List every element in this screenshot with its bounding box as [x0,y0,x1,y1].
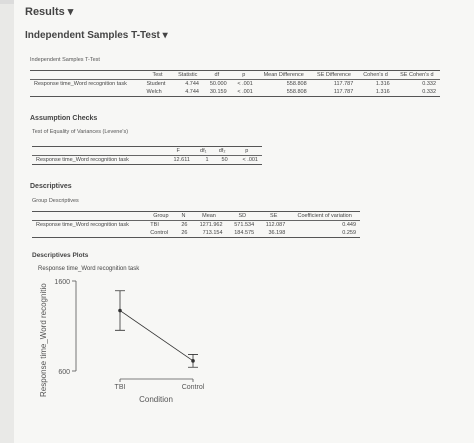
cell: 713.154 [202,230,223,236]
cell: 4.744 [185,81,199,87]
cell: Control [150,230,169,236]
variable-cell: Response time_Word recognition task [34,81,127,87]
y-tick-label: 1600 [54,279,70,286]
cell: 50 [221,157,228,163]
plot-title: Descriptives Plots [32,252,89,259]
header-cell: F [162,146,194,156]
cell: Welch [146,89,162,95]
header-cell: SD [226,211,259,221]
header-cell: Group [146,211,176,221]
y-tick-label: 600 [58,369,70,376]
caption: Test of Equality of Variances (Levene's) [32,129,129,135]
cell: 558.808 [286,81,307,87]
header-cell: N [175,211,192,221]
cell: 117.787 [333,81,354,87]
descriptives-table: Group N Mean SD SE Coefficient of variation Re… [32,211,360,238]
header-cell: SE Cohen's d [393,70,440,80]
y-label: Response time_Word recognitio [39,283,48,397]
cell: 12.611 [173,157,190,163]
cell: 0.332 [422,89,436,95]
line [119,310,194,362]
cell: 558.808 [286,89,307,95]
cell: 4.744 [185,89,199,95]
row: Response time_Word recognition task 12.61… [32,156,262,165]
results-title[interactable]: Results ▾ [25,6,74,18]
header-cell: Mean [191,211,227,221]
header-cell: Mean Difference [256,70,311,80]
row: Response time_Word recognition task Stude… [30,80,440,89]
cell: Student [146,81,166,87]
header-cell: p [231,146,262,156]
cell: 0.259 [342,230,356,236]
header-cell [32,146,163,156]
header-cell: Test [142,70,173,80]
x-tick-label: TBI [115,384,126,391]
header-cell [30,70,143,80]
header-row: Test Statistic df p Mean Difference SE Differ… [30,70,440,80]
header-cell: df₂ [212,146,232,156]
cell: 26 [181,230,188,236]
caption: Independent Samples T-Test [30,57,100,63]
analysis-title[interactable]: Independent Samples T-Test ▾ [25,30,168,41]
point [118,308,122,313]
ttest-table: Test Statistic df p Mean Difference SE Differ… [30,70,440,97]
header-cell: Coefficient of variation [289,211,360,221]
cell: 26 [181,222,188,228]
caption: Group Descriptives [32,198,79,204]
cell: TBI [150,222,159,228]
cell: 30.159 [209,89,227,95]
point [191,359,195,363]
variable-cell: Response time_Word recognition task [36,222,129,228]
header-cell: df₁ [193,146,213,156]
cell: 0.449 [342,222,356,228]
header-cell: p [230,70,257,80]
cell: 1 [205,157,209,163]
plot-subtitle: Response time_Word recognition task [38,266,140,272]
variable-cell [30,88,142,97]
variable-cell: Response time_Word recognition task [36,157,129,163]
header-cell [32,211,147,221]
cell: < .001 [242,157,258,163]
header-cell: Statistic [172,70,203,80]
cell: 1271.962 [199,222,223,228]
cell: 571.534 [234,222,255,228]
header-cell: Cohen's d [357,70,394,80]
cell: < .001 [237,81,253,87]
header-cell: SE Difference [310,70,358,80]
cell: 112.087 [265,222,286,228]
x-tick-label: Control [182,384,205,391]
header-row: Group N Mean SD SE Coefficient of variation [32,211,360,221]
section-title: Descriptives [30,183,72,190]
section-title: Assumption Checks [30,115,98,122]
cell: 1.316 [375,89,390,95]
cell: < .001 [237,89,253,95]
header-cell: df [202,70,231,80]
cell: 117.787 [333,89,354,95]
descriptives-plot: Response time_Word recognition task Resp… [38,266,205,404]
cell: 184.575 [234,230,255,236]
header-cell: SE [258,211,290,221]
cell: 1.316 [375,81,390,87]
row: Welch 4.744 30.159 < .001 558.808 117.787 1.31… [30,88,440,97]
cell: 0.332 [422,81,436,87]
row: Response time_Word recognition task TBI 26… [32,221,360,230]
variable-cell [32,229,146,238]
x-label: Condition [139,395,173,404]
cell: 36.198 [268,230,286,236]
row: Control 26 713.154 184.575 36.198 0.259 [32,229,360,238]
cell: 50.000 [209,81,227,87]
